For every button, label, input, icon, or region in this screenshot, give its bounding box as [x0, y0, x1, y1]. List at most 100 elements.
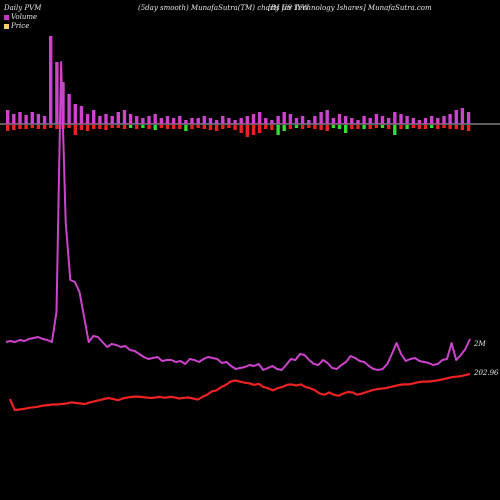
volume-bar [282, 112, 286, 124]
price-down-bar [73, 125, 77, 135]
volume-bar [55, 62, 59, 124]
volume-bar [202, 116, 206, 124]
volume-bar [448, 114, 452, 124]
price-up-bar [153, 125, 157, 130]
price-up-bar [380, 125, 385, 128]
volume-bar [331, 118, 336, 124]
price-down-bar [233, 125, 237, 130]
price-up-bar [430, 125, 434, 128]
price-up-bar [405, 125, 409, 129]
volume-bar [110, 116, 114, 124]
price-down-bar [135, 125, 139, 129]
volume-bar [135, 116, 139, 124]
volume-bar [417, 120, 422, 124]
volume-swatch [4, 14, 9, 20]
price-down-bar [24, 125, 28, 129]
volume-bar [460, 108, 465, 124]
volume-bar [165, 116, 170, 124]
price-down-bar [171, 125, 176, 129]
price-down-bar [270, 125, 274, 130]
volume-bar [122, 110, 127, 124]
price-up-bar [393, 125, 397, 135]
volume-bar [374, 114, 379, 124]
volume-bar [442, 116, 446, 124]
volume-bar [325, 110, 329, 124]
price-down-bar [245, 125, 249, 137]
price-down-bar [104, 125, 108, 130]
price-down-bar [208, 125, 213, 130]
volume-bar [313, 116, 317, 124]
price-down-bar [202, 125, 206, 129]
price-up-bar [282, 125, 286, 131]
volume-bar [307, 120, 311, 124]
price-down-bar [466, 125, 471, 131]
price-down-bar [190, 125, 194, 129]
volume-bar [85, 114, 90, 124]
volume-bar [153, 114, 157, 124]
volume-bar [67, 94, 71, 124]
volume-bar [196, 118, 200, 124]
volume-bar [178, 116, 182, 124]
volume-bar [270, 120, 274, 124]
volume-bar [6, 110, 10, 124]
volume-bar [147, 116, 151, 124]
volume-bar [264, 118, 268, 124]
price-down-bar [122, 125, 127, 129]
volume-bar [356, 120, 360, 124]
legend-item-volume: Volume [4, 13, 37, 21]
price-down-bar [98, 125, 102, 129]
volume-bar [214, 120, 219, 124]
volume-bar [30, 112, 34, 124]
volume-bar [362, 116, 366, 124]
volume-bar [399, 114, 403, 124]
price-up-bar [362, 125, 366, 129]
volume-bar [294, 118, 299, 124]
price-down-bar [288, 125, 293, 129]
volume-bar [171, 118, 176, 124]
price-down-bar [350, 125, 354, 129]
volume-bar [423, 118, 428, 124]
volume-bar [380, 116, 385, 124]
price-down-bar [307, 125, 311, 128]
volume-bar [319, 112, 323, 124]
price-up-bar [344, 125, 348, 133]
price-down-bar [257, 125, 262, 133]
volume-bar [221, 116, 225, 124]
legend-label-price: Price [11, 22, 30, 30]
price-down-bar [448, 125, 452, 129]
volume-bar [49, 36, 53, 124]
price-down-bar [42, 125, 47, 129]
volume-bar [92, 110, 96, 124]
legend-label-volume: Volume [11, 13, 38, 21]
price-down-bar [12, 125, 16, 130]
volume-bar [387, 118, 391, 124]
price-down-bar [49, 125, 53, 128]
price-down-bar [239, 125, 243, 133]
price-up-bar [128, 125, 133, 128]
volume-bar [190, 118, 194, 124]
price-down-bar [116, 125, 120, 128]
volume-bar [239, 118, 243, 124]
price-down-bar [356, 125, 360, 129]
price-down-bar [196, 125, 200, 128]
price-down-bar [251, 125, 256, 135]
volume-bar [454, 110, 458, 124]
volume-bar [104, 114, 108, 124]
price-down-bar [460, 125, 465, 130]
price-end-label: 202.96 [474, 369, 499, 377]
price-down-bar [227, 125, 231, 128]
price-down-bar [300, 125, 305, 129]
price-down-bar [79, 125, 84, 130]
price-down-bar [92, 125, 96, 129]
volume-bar [245, 116, 249, 124]
volume-bar [12, 114, 16, 124]
volume-bar [128, 114, 133, 124]
volume-bar [24, 115, 28, 124]
price-down-bar [147, 125, 151, 129]
volume-bar [184, 120, 188, 124]
price-down-bar [454, 125, 458, 129]
price-down-bar [264, 125, 268, 129]
price-down-bar [165, 125, 170, 129]
